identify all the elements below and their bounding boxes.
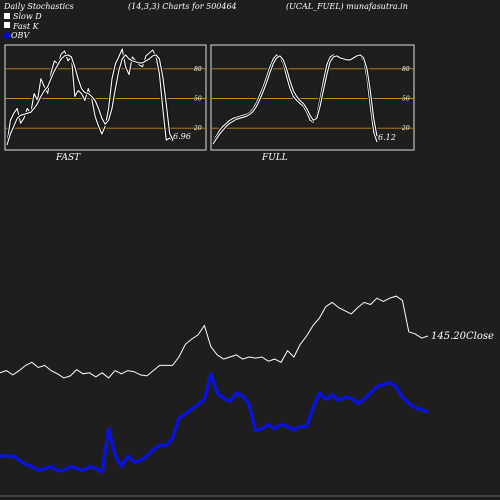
close-price-line [0, 295, 429, 379]
slow-d-legend-swatch [4, 13, 10, 19]
close-price-label: 145.20Close [431, 331, 494, 342]
legend-slow-d: Slow D [13, 12, 42, 21]
full-y-tick-label: 20 [401, 125, 410, 132]
chart-title: Daily Stochastics [3, 2, 74, 11]
fast-y-tick-label: 50 [194, 96, 202, 103]
chart-source: (UCAL_FUEL) munafasutra.in [286, 2, 408, 11]
full-stochastic-panel: 80 50 20 6.12 [210, 44, 415, 151]
full-y-tick-label: 80 [402, 66, 410, 73]
full-panel-frame [210, 44, 415, 151]
fast-last-value-label: 6.96 [173, 132, 191, 141]
fast-panel-frame [4, 44, 207, 151]
fast-k-legend-swatch [4, 22, 10, 28]
chart-params: (14,3,3) Charts for 500464 [128, 2, 237, 11]
fast-panel-caption: FAST [55, 153, 81, 163]
full-panel-caption: FULL [261, 153, 288, 163]
obv-line [0, 372, 429, 474]
full-slow-d-line [212, 54, 378, 145]
legend-obv: OBV [11, 31, 30, 40]
fast-slow-d-line [6, 54, 174, 146]
full-y-tick-label: 50 [402, 96, 410, 103]
price-obv-panel: 145.20Close [0, 295, 494, 474]
fast-stochastic-panel: 80 50 206.96 [4, 44, 207, 151]
obv-legend-swatch [4, 32, 10, 39]
legend-fast-k: Fast K [12, 22, 40, 31]
fast-y-tick-label: 80 [194, 66, 202, 73]
fast-y-tick-label: 20 [193, 125, 202, 132]
legend: Slow D Fast K OBV [4, 12, 42, 40]
full-last-value-label: 6.12 [378, 133, 396, 142]
